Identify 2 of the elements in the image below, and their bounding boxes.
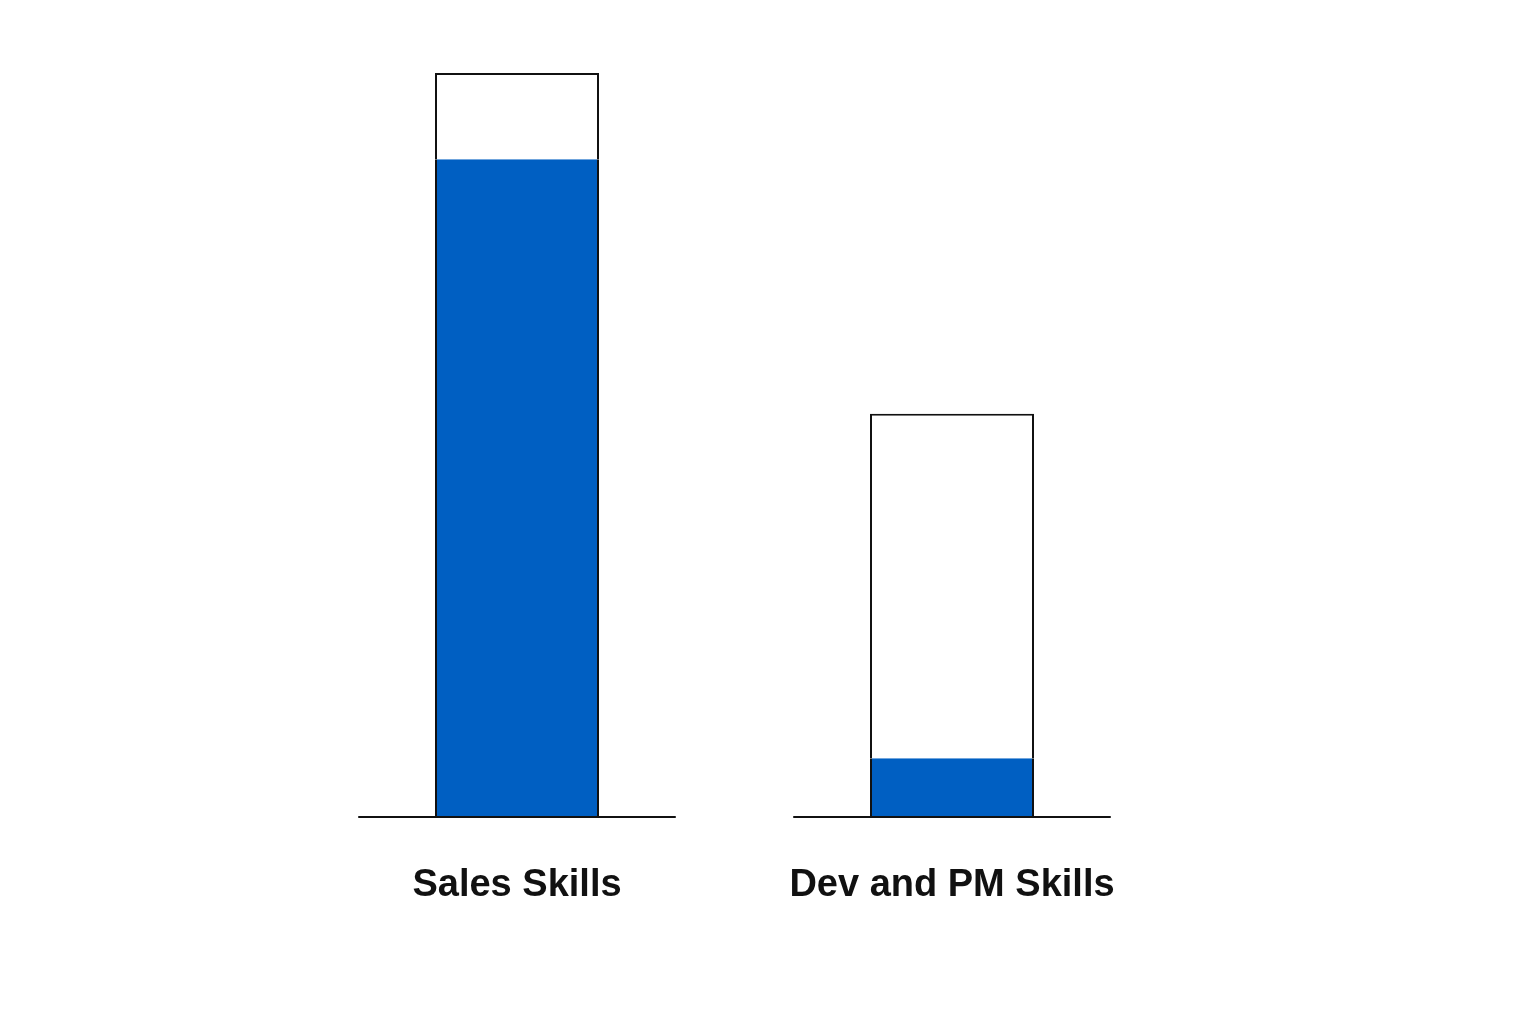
- x-tick-label: Dev and PM Skills: [789, 862, 1115, 905]
- x-tick-label: Sales Skills: [412, 862, 622, 905]
